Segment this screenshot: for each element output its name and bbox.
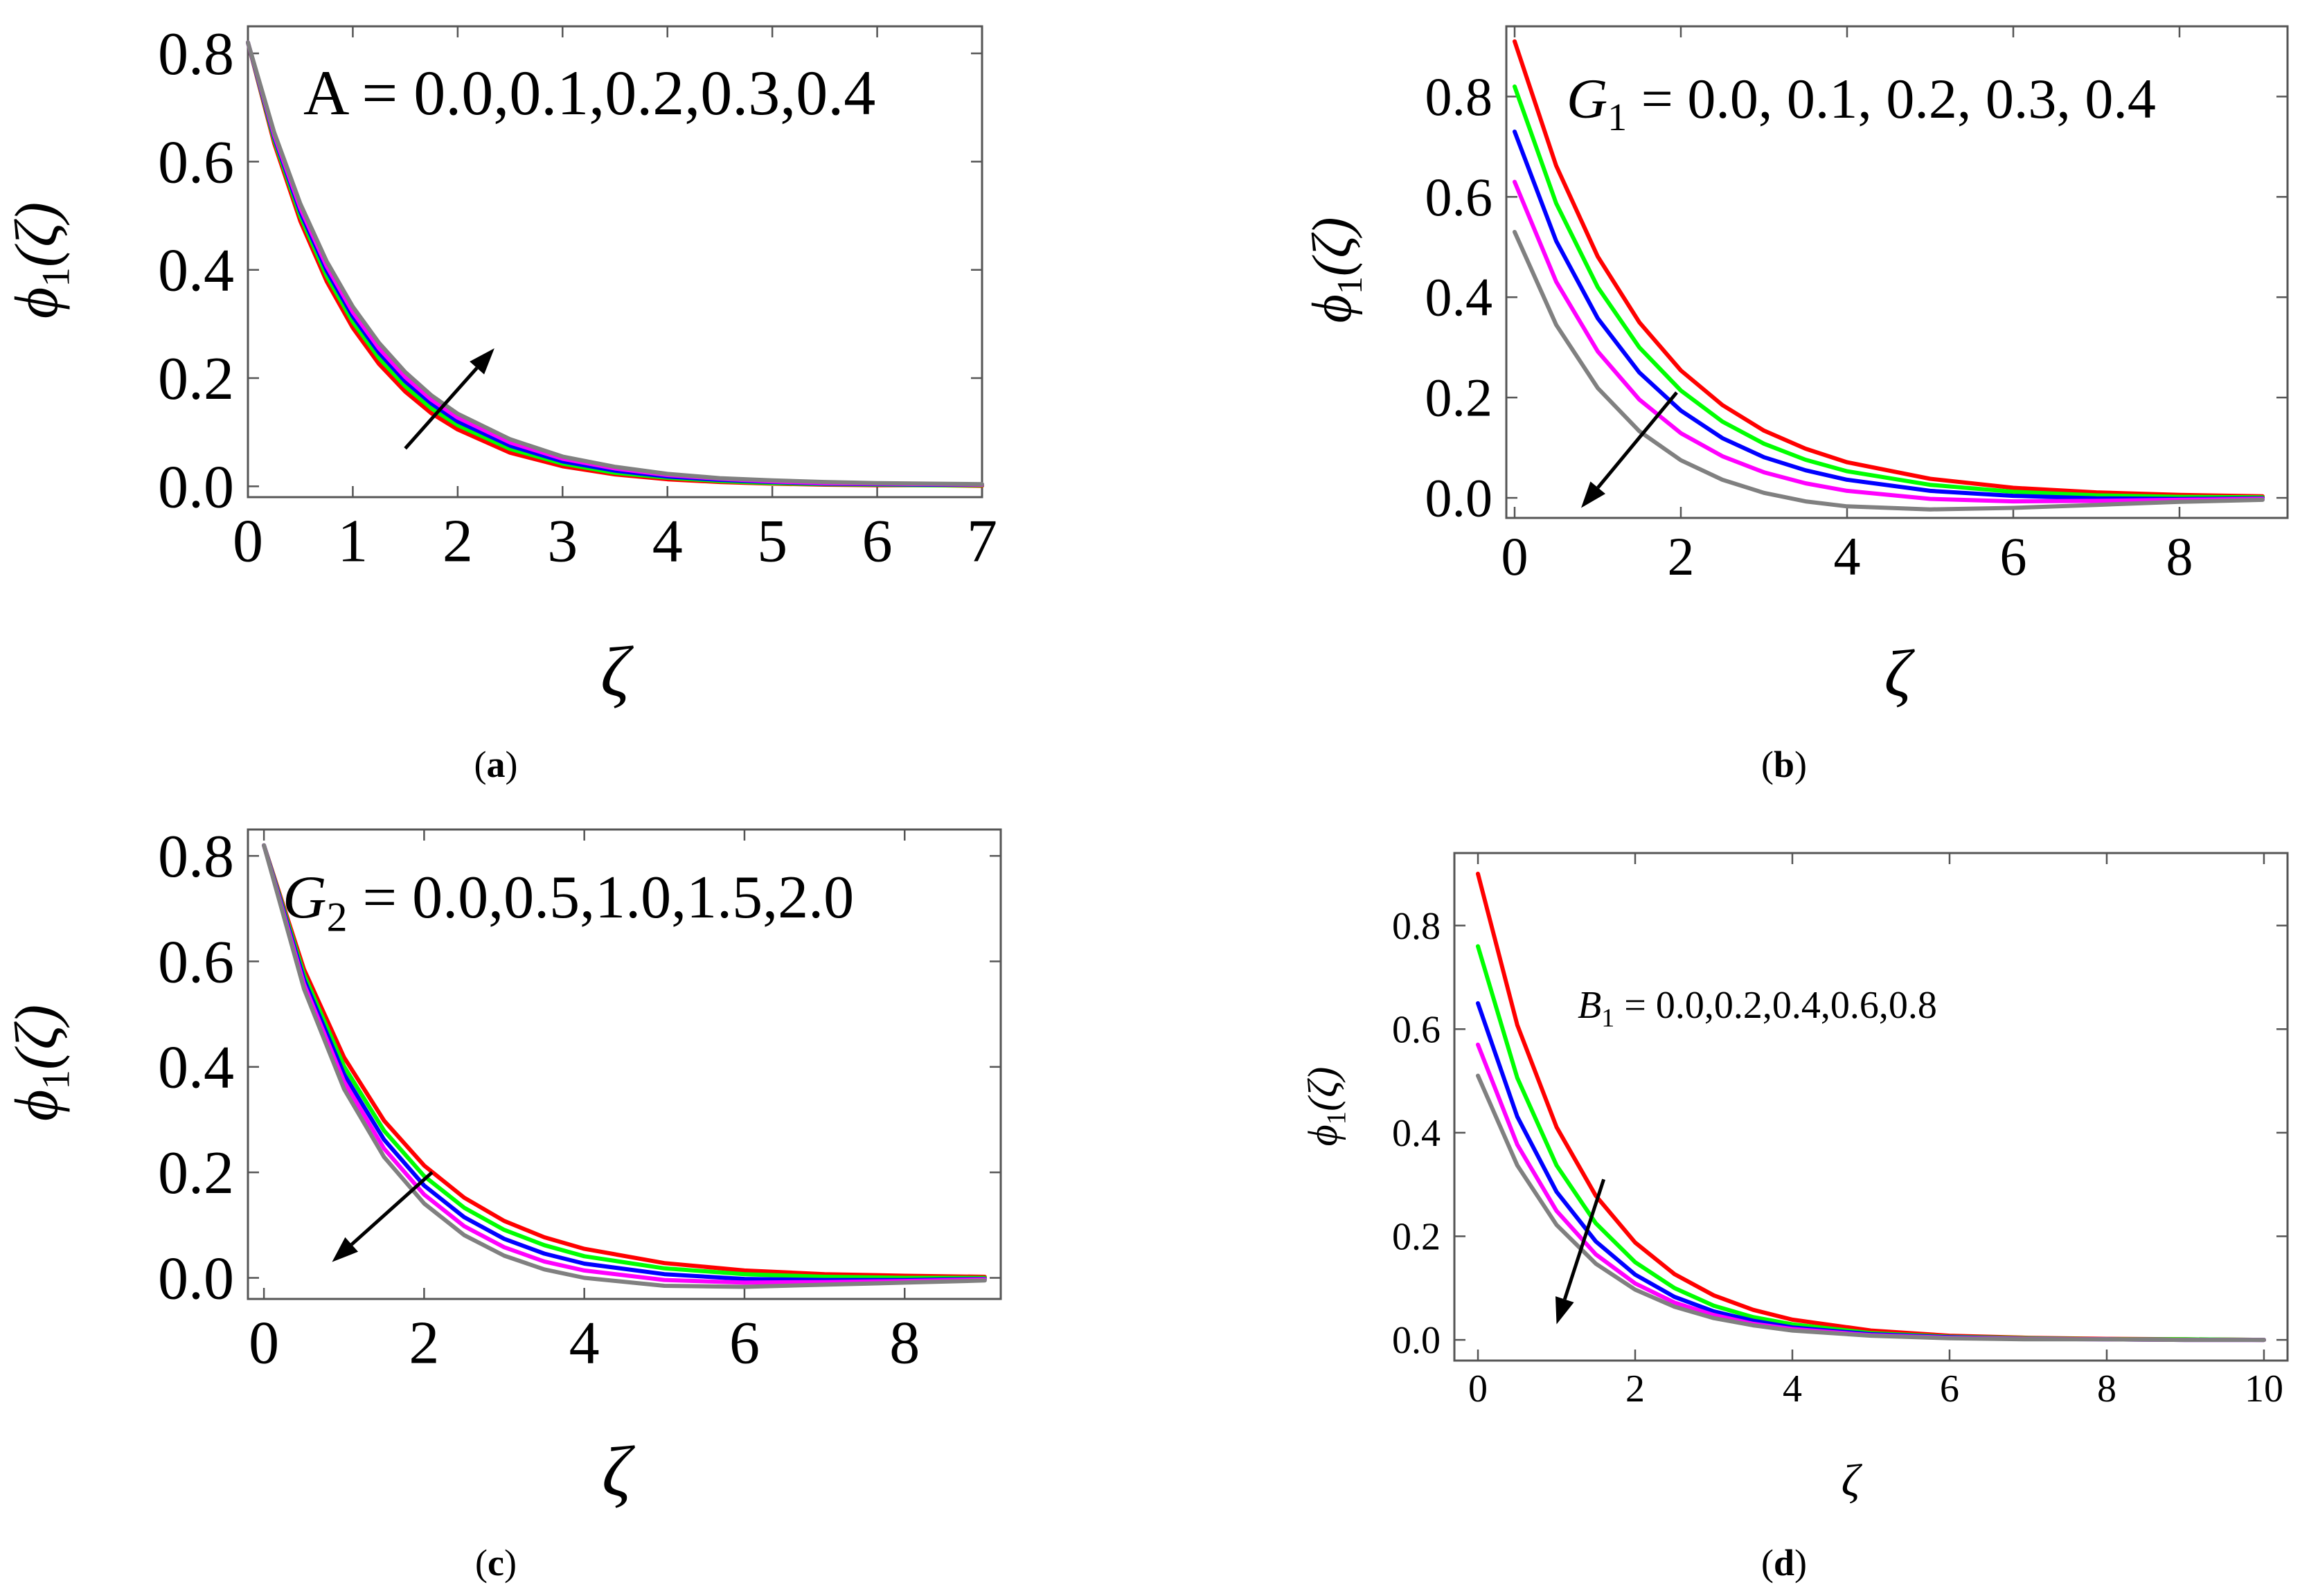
y-tick-label: 0.0	[1392, 1319, 1441, 1362]
y-tick-label: 0.6	[158, 929, 234, 996]
plot-frame	[1505, 25, 2289, 519]
series-line-1	[262, 843, 987, 1279]
x-tick-label: 0	[249, 1309, 279, 1377]
x-tick-label: 0	[1501, 526, 1528, 586]
y-tick-label: 0.0	[1425, 468, 1493, 528]
x-axis-title: ζ	[602, 1432, 635, 1512]
parameter-annotation: G2 = 0.0,0.5,1.0,1.5,2.0	[283, 864, 854, 940]
parameter-annotation: B1 = 0.0,0.2,0.4,0.6,0.8	[1578, 984, 1937, 1032]
y-tick-label: 0.6	[1425, 167, 1493, 227]
series-line-5	[262, 843, 987, 1289]
y-axis-title: ϕ1(ζ)	[3, 202, 78, 319]
x-tick-label: 8	[889, 1309, 920, 1377]
series-line-4	[1513, 179, 2265, 504]
x-axis-title: ζ	[600, 632, 634, 712]
y-tick-label: 0.0	[158, 454, 234, 521]
x-tick-label: 3	[547, 508, 578, 575]
y-axis-title: ϕ1(ζ)	[1300, 1067, 1351, 1147]
series-line-2	[1513, 84, 2265, 500]
panel-a: 0 1 2 3 4 5 6 7 0.0 0.2 0.4 0.6 0.8 A = 0.0,0.1,0.2,0…	[3, 21, 997, 785]
x-tick-label: 7	[967, 508, 997, 575]
trend-arrow-head	[1581, 481, 1606, 508]
x-tick-label: 0	[1468, 1368, 1488, 1410]
y-tick-label: 0.0	[158, 1245, 234, 1312]
panel-d: 0 2 4 6 8 10 0.0 0.2 0.4 0.6 0.8 B1 = 0.0,0.2,0.4,0…	[1300, 852, 2289, 1584]
trend-arrow-shaft	[1562, 1178, 1606, 1300]
x-axis-title: ζ	[1842, 1455, 1863, 1506]
trend-arrow-head	[332, 1237, 359, 1262]
plot-frame	[247, 25, 983, 499]
y-tick-label: 0.2	[158, 1140, 234, 1207]
y-tick-label: 0.2	[158, 346, 234, 413]
y-tick-label: 0.6	[1392, 1008, 1441, 1051]
parameter-annotation: G1 = 0.0, 0.1, 0.2, 0.3, 0.4	[1567, 67, 2156, 139]
series-line-3	[262, 843, 987, 1282]
x-tick-label: 2	[1668, 526, 1695, 586]
y-tick-label: 0.8	[158, 823, 234, 890]
x-tick-label: 2	[1625, 1368, 1645, 1410]
y-axis-title: ϕ1(ζ)	[3, 1005, 78, 1121]
series-line-3	[1476, 1001, 2266, 1343]
x-tick-label: 4	[569, 1309, 600, 1377]
trend-arrow-head	[1555, 1296, 1574, 1325]
parameter-annotation: A = 0.0,0.1,0.2,0.3,0.4	[303, 57, 875, 128]
y-axis-title: ϕ1(ζ)	[1302, 217, 1370, 323]
series-line-3	[1513, 129, 2265, 501]
panel-b: 0 2 4 6 8 0.0 0.2 0.4 0.6 0.8 G1 = 0.0, 0.1, 0.2, …	[1302, 25, 2289, 785]
y-tick-label: 0.8	[158, 21, 234, 88]
x-tick-label: 2	[409, 1309, 439, 1377]
series-line-1	[1513, 39, 2265, 499]
series-line-5	[246, 40, 984, 487]
x-axis-title: ζ	[1884, 636, 1916, 710]
x-tick-label: 4	[1834, 526, 1861, 586]
x-tick-label: 1	[337, 508, 368, 575]
x-tick-label: 8	[2097, 1368, 2116, 1410]
series-line-5	[1476, 1073, 2266, 1343]
x-tick-label: 0	[233, 508, 263, 575]
y-tick-label: 0.4	[1425, 267, 1493, 328]
panel-caption: (d)	[1761, 1542, 1807, 1584]
y-tick-label: 0.4	[158, 237, 234, 305]
series-line-1	[1476, 871, 2266, 1343]
y-tick-label: 0.8	[1425, 66, 1493, 127]
plot-frame	[1453, 852, 2289, 1362]
x-tick-label: 6	[862, 508, 893, 575]
trend-arrow-shaft	[350, 1171, 434, 1246]
y-tick-label: 0.2	[1425, 368, 1493, 428]
x-tick-label: 8	[2166, 526, 2193, 586]
plot-frame	[247, 828, 1002, 1300]
x-tick-label: 6	[1940, 1368, 1959, 1410]
trend-arrow-shaft	[1596, 391, 1678, 489]
x-tick-label: 2	[443, 508, 473, 575]
x-tick-label: 6	[2000, 526, 2027, 586]
x-tick-label: 4	[652, 508, 683, 575]
x-tick-label: 10	[2245, 1368, 2283, 1410]
panel-caption: (b)	[1761, 744, 1807, 785]
y-tick-label: 0.8	[1392, 905, 1441, 948]
y-tick-label: 0.6	[158, 129, 234, 196]
series-line-4	[262, 843, 987, 1285]
x-tick-label: 6	[729, 1309, 760, 1377]
trend-arrow-shaft	[404, 366, 479, 450]
panel-caption: (a)	[474, 744, 518, 785]
trend-arrow-head	[470, 348, 494, 375]
panel-c: 0 2 4 6 8 0.0 0.2 0.4 0.6 0.8 G2 = 0.0,0.5,1.0,1.5…	[3, 823, 1002, 1584]
y-tick-label: 0.2	[1392, 1216, 1441, 1259]
series-line-5	[1513, 230, 2265, 512]
series-line-2	[262, 843, 987, 1280]
y-tick-label: 0.4	[1392, 1112, 1441, 1155]
panel-caption: (c)	[475, 1542, 517, 1584]
x-tick-label: 5	[757, 508, 787, 575]
x-tick-label: 4	[1783, 1368, 1802, 1410]
y-tick-label: 0.4	[158, 1034, 234, 1102]
